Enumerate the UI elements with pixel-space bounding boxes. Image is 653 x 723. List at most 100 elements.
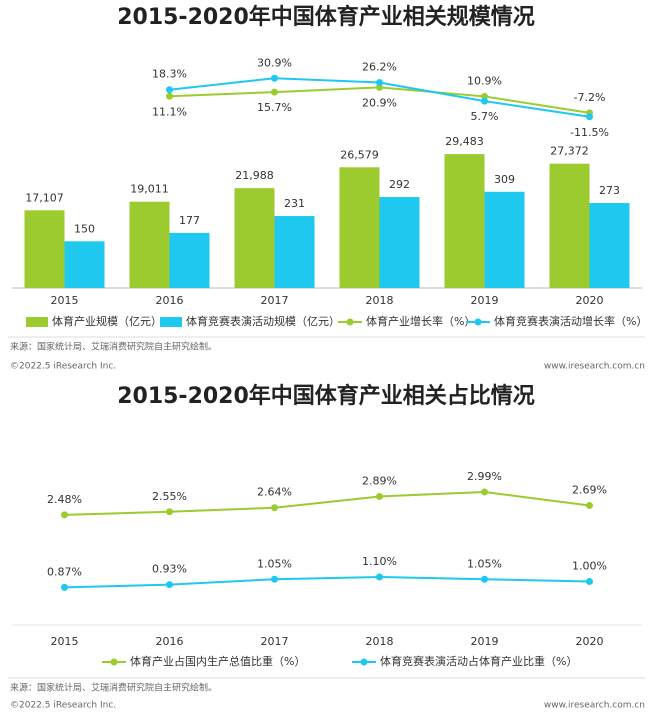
bar <box>444 154 485 288</box>
point <box>586 578 593 585</box>
value-label: 2.64% <box>257 486 292 499</box>
legend-label: 体育产业增长率（%） <box>366 314 475 328</box>
point <box>61 511 68 519</box>
line <box>64 575 590 589</box>
x-tick-label: 2019 <box>471 635 499 648</box>
bar <box>64 241 105 288</box>
source: 来源：国家统计局、艾瑞消费研究院自主研究绘制。 <box>10 341 217 353</box>
value-label: 0.87% <box>47 565 82 578</box>
legend-swatch <box>26 317 48 327</box>
chart-title: 2015-2020年中国体育产业相关规模情况 <box>117 4 535 30</box>
legend-label: 体育产业占国内生产总值比重（%） <box>130 654 305 668</box>
bar <box>274 216 315 288</box>
legend-label: 体育产业规模（亿元） <box>52 314 162 328</box>
value-label: 29,483 <box>445 135 484 148</box>
x-tick-label: 2015 <box>51 635 79 648</box>
value-label: 10.9% <box>467 74 502 87</box>
value-label: 309 <box>494 173 515 186</box>
value-label: 292 <box>389 178 410 191</box>
value-label: 177 <box>179 214 200 227</box>
bar <box>589 202 630 288</box>
copyright: ©2022.5 iResearch Inc. <box>10 362 116 372</box>
x-tick-label: 2020 <box>576 635 604 648</box>
point <box>61 583 68 591</box>
value-label: 1.10% <box>362 555 397 568</box>
point <box>166 86 173 94</box>
value-label: 231 <box>284 197 305 210</box>
value-label: 30.9% <box>257 56 292 69</box>
value-label: 2.55% <box>152 490 187 503</box>
x-tick-label: 2018 <box>366 294 394 307</box>
legend-label: 体育竞赛表演活动占体育产业比重（%） <box>380 654 577 668</box>
value-label: 5.7% <box>471 110 499 123</box>
point <box>586 501 593 509</box>
value-label: 17,107 <box>25 191 64 204</box>
value-label: 1.05% <box>467 557 502 570</box>
legend-swatch <box>346 318 354 326</box>
value-label: 2.69% <box>572 483 607 496</box>
point <box>271 504 278 512</box>
point <box>271 88 278 96</box>
point <box>376 492 383 500</box>
point <box>586 113 593 121</box>
copyright: ©2022.5 iResearch Inc. <box>10 701 116 711</box>
x-tick-label: 2015 <box>51 294 79 307</box>
x-tick-label: 2018 <box>366 635 394 648</box>
bar <box>24 210 65 288</box>
line <box>64 490 590 516</box>
value-label: 27,372 <box>550 145 589 158</box>
point <box>481 575 488 583</box>
legend-label: 体育竞赛表演活动规模（亿元） <box>186 314 340 328</box>
point <box>271 74 278 82</box>
value-label: 11.1% <box>152 105 187 118</box>
point <box>376 79 383 87</box>
value-label: 15.7% <box>257 101 292 114</box>
value-label: -7.2% <box>574 91 606 104</box>
bar <box>484 191 525 288</box>
x-tick-label: 2017 <box>261 635 289 648</box>
value-label: 1.00% <box>572 560 607 573</box>
legend-swatch <box>474 318 482 326</box>
chart-title: 2015-2020年中国体育产业相关占比情况 <box>117 383 535 409</box>
value-label: 2.89% <box>362 474 397 487</box>
x-tick-label: 2020 <box>576 294 604 307</box>
point <box>481 97 488 105</box>
website: www.iresearch.com.cn <box>544 362 645 372</box>
bar <box>129 201 170 288</box>
point <box>376 573 383 581</box>
legend-label: 体育竞赛表演活动增长率（%） <box>494 314 647 328</box>
x-tick-label: 2016 <box>156 635 184 648</box>
value-label: 18.3% <box>152 68 187 81</box>
x-tick-label: 2017 <box>261 294 289 307</box>
source: 来源：国家统计局、艾瑞消费研究院自主研究绘制。 <box>10 682 217 694</box>
bar <box>549 163 590 288</box>
value-label: 150 <box>74 222 95 235</box>
value-label: 19,011 <box>130 183 169 196</box>
bar <box>339 167 380 288</box>
point <box>376 83 383 91</box>
value-label: 26,579 <box>340 148 379 161</box>
value-label: 1.05% <box>257 557 292 570</box>
value-label: 0.93% <box>152 563 187 576</box>
value-label: -11.5% <box>570 126 609 139</box>
value-label: 273 <box>599 184 620 197</box>
x-tick-label: 2019 <box>471 294 499 307</box>
bar <box>169 232 210 288</box>
website: www.iresearch.com.cn <box>544 701 645 711</box>
point <box>166 581 173 589</box>
value-label: 2.99% <box>467 470 502 483</box>
value-label: 20.9% <box>362 96 397 109</box>
legend-swatch <box>110 658 118 666</box>
point <box>271 575 278 583</box>
x-tick-label: 2016 <box>156 294 184 307</box>
point <box>481 488 488 496</box>
value-label: 21,988 <box>235 169 274 182</box>
value-label: 2.48% <box>47 493 82 506</box>
point <box>166 92 173 100</box>
legend-swatch <box>360 658 368 666</box>
point <box>166 508 173 516</box>
legend-swatch <box>160 317 182 327</box>
bar <box>234 188 275 288</box>
value-label: 26.2% <box>362 61 397 74</box>
